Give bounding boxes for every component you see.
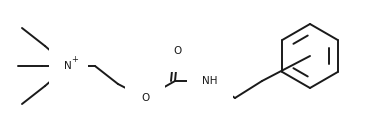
Text: O: O xyxy=(141,93,149,103)
Text: NH: NH xyxy=(202,76,218,86)
Text: +: + xyxy=(72,55,79,64)
Text: N: N xyxy=(64,61,72,71)
Text: O: O xyxy=(174,46,182,56)
